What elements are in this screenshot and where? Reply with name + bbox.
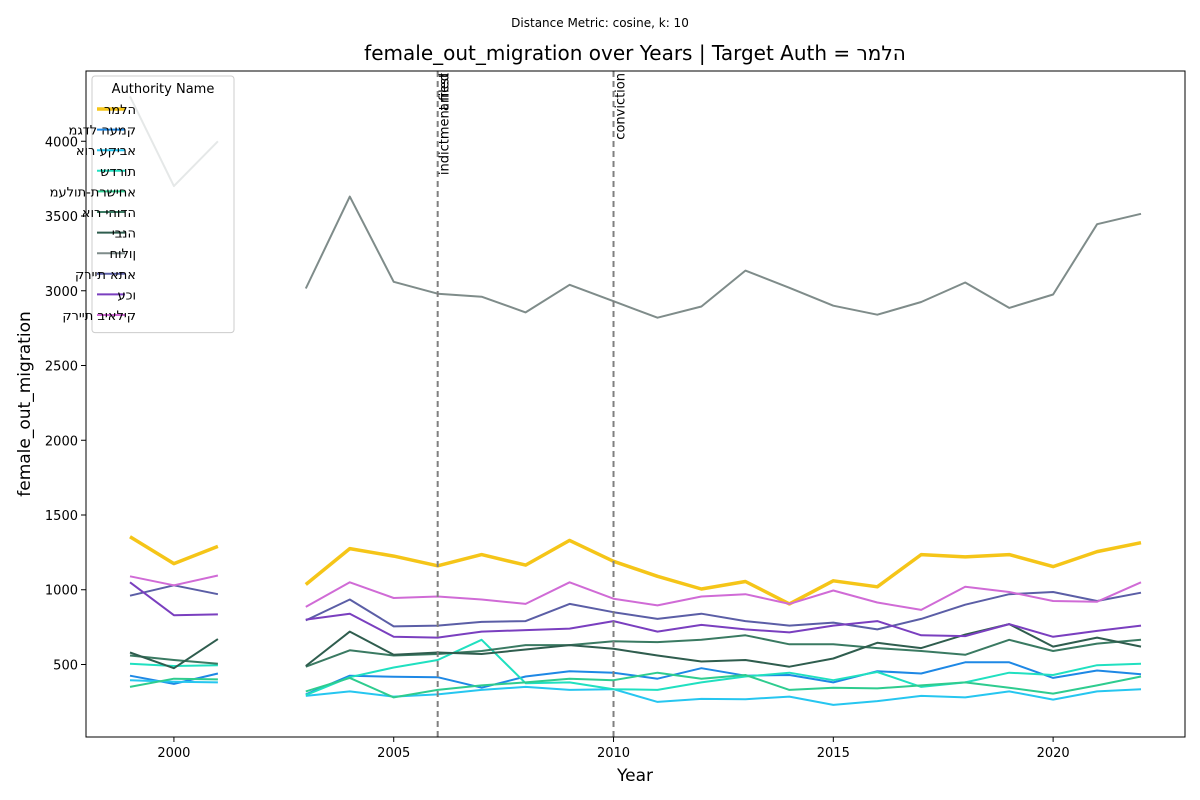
series-line-4 [129,671,1142,699]
y-tick-label-1000: 1000 [45,584,78,599]
x-tick-label-2000: 2000 [157,746,190,761]
legend-label-6: הנבי [112,227,136,242]
legend-label-3: תורדש [100,165,136,180]
series-line-9 [129,581,1142,639]
x-tick-label-2010: 2010 [597,746,630,761]
chart-title: female_out_migration over Years | Target… [364,41,906,65]
legend-label-9: וכע [117,288,136,303]
y-tick-label-3000: 3000 [45,285,78,300]
legend-label-0: הלמר [104,103,136,118]
y-tick-label-2000: 2000 [45,434,78,449]
y-tick-label-1500: 1500 [45,509,78,524]
event-label-0-1: arrest [438,73,453,111]
event-label-1-0: conviction [614,73,629,140]
series-line-8 [129,584,1142,631]
x-tick-label-2005: 2005 [377,746,410,761]
legend-label-10: קילאיב תיירק [62,309,136,324]
y-tick-label-500: 500 [53,658,78,673]
series-line-10 [129,574,1142,611]
series-line-1 [129,661,1142,696]
chart-suptitle: Distance Metric: cosine, k: 10 [511,16,689,30]
series-line-3 [129,638,1142,697]
legend: Authority Name הלמר קמעה לדגמ אביקע רוא תורד… [50,75,235,334]
legend-label-8: אתא תיירק [75,268,136,283]
series-line-7 [129,95,1142,319]
y-tick-label-2500: 2500 [45,360,78,375]
legend-label-4: אחישרת-תולעמ [50,185,136,200]
series-line-0 [129,535,1142,606]
legend-box [91,75,235,334]
series-line-2 [129,679,1142,706]
legend-title: Authority Name [112,82,215,97]
y-tick-label-3500: 3500 [45,210,78,225]
legend-label-2: אביקע רוא [76,144,136,159]
legend-label-1: קמעה לדגמ [69,124,137,139]
x-tick-label-2020: 2020 [1037,746,1070,761]
axes-frame [85,70,1186,738]
y-tick-label-4000: 4000 [45,135,78,150]
y-axis-label: female_out_migration [15,311,35,497]
event-label-0-0: indictment filed [438,73,453,175]
legend-label-5: הדוהי רוא [82,206,136,221]
x-axis-label: Year [616,766,653,786]
legend-label-7: ןולוח [109,247,136,262]
x-tick-label-2015: 2015 [817,746,850,761]
